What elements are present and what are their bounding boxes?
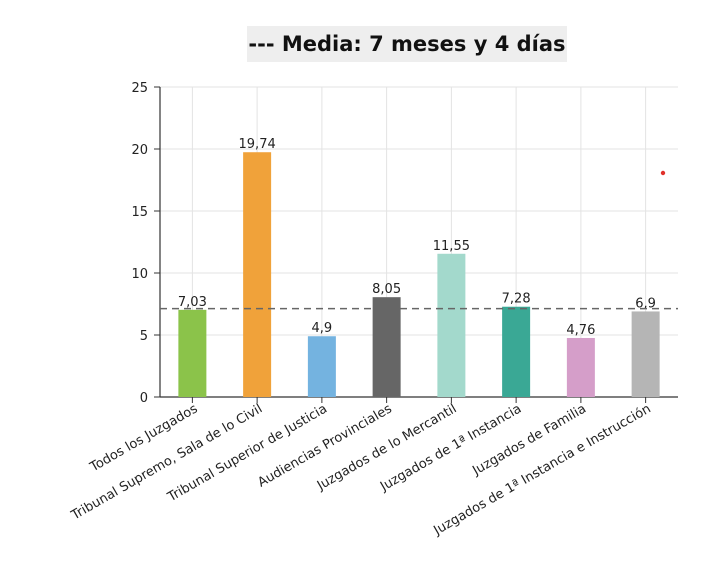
x-tick-label: Juzgados de Familia <box>469 401 589 479</box>
data-label: 7,03 <box>178 295 207 310</box>
y-tick-label: 25 <box>131 81 148 96</box>
chart-title-box: --- Media: 7 meses y 4 días <box>247 26 567 62</box>
data-label: 8,05 <box>372 282 401 297</box>
bar <box>243 152 272 397</box>
y-tick-label: 15 <box>131 205 148 220</box>
bar <box>178 309 207 397</box>
bar <box>307 336 336 397</box>
data-label: 19,74 <box>239 137 276 152</box>
bar <box>372 297 401 397</box>
bar <box>566 337 595 397</box>
data-label: 4,76 <box>566 323 595 338</box>
bar <box>631 311 660 397</box>
y-tick-label: 10 <box>131 267 148 282</box>
data-label: 4,9 <box>312 321 333 336</box>
data-label: 6,9 <box>635 296 656 311</box>
bar <box>502 306 531 397</box>
bar <box>437 253 466 397</box>
chart-title: --- Media: 7 meses y 4 días <box>248 32 566 56</box>
data-label: 11,55 <box>433 239 470 254</box>
x-tick-label: Todos los Juzgados <box>87 401 201 475</box>
data-label: 7,28 <box>502 292 531 307</box>
y-tick-label: 20 <box>131 143 148 158</box>
y-tick-label: 0 <box>140 391 148 406</box>
x-tick-label: Juzgados de 1ª Instancia e Instrucción <box>431 401 654 538</box>
red-dot-marker <box>660 170 666 176</box>
y-tick-label: 5 <box>140 329 148 344</box>
